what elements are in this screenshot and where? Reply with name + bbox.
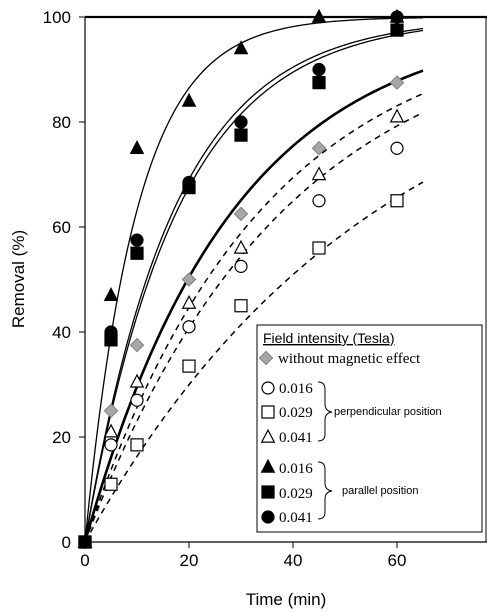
legend-title: Field intensity (Tesla) [263, 330, 395, 346]
legend-label-perp-0029: 0.029 [279, 405, 313, 421]
data-point-s2-6 [391, 195, 403, 207]
legend-label-perp-0041: 0.041 [279, 430, 313, 446]
legend: Field intensity (Tesla) without magnetic… [257, 325, 482, 532]
data-point-s1-3 [183, 321, 195, 333]
legend-marker-5 [262, 486, 274, 498]
data-point-s5-6 [391, 24, 403, 36]
x-tick-label: 20 [180, 551, 199, 570]
data-point-s4-4 [235, 42, 248, 54]
legend-label-par-0041: 0.041 [279, 510, 313, 526]
data-point-s1-1 [105, 439, 117, 451]
legend-label-perp-0016: 0.016 [279, 381, 313, 397]
data-point-s3-5 [313, 168, 326, 180]
data-point-s2-1 [105, 478, 117, 490]
perpendicular-group-label: perpendicular position [334, 406, 442, 418]
data-point-s3-3 [183, 296, 196, 308]
data-point-s4-1 [105, 288, 118, 300]
data-point-s1-2 [131, 394, 143, 406]
data-point-s6-1 [105, 326, 117, 338]
data-point-s4-2 [131, 141, 144, 153]
data-point-s6-3 [183, 176, 195, 188]
data-point-s2-2 [131, 439, 143, 451]
legend-label-without-magnetic: without magnetic effect [278, 351, 421, 367]
data-point-s0-1 [104, 404, 117, 417]
legend-marker-2 [262, 406, 274, 418]
y-axis-title: Removal (%) [9, 230, 28, 328]
data-point-s3-6 [391, 110, 404, 122]
data-point-s0-4 [234, 207, 247, 220]
data-point-s0-2 [130, 339, 143, 352]
data-point-s5-5 [313, 77, 325, 89]
y-tick-label: 20 [52, 428, 71, 447]
y-tick-label: 60 [52, 218, 71, 237]
y-tick-label: 40 [52, 323, 71, 342]
x-tick-label: 60 [388, 551, 407, 570]
legend-label-par-0016: 0.016 [279, 461, 313, 477]
legend-marker-1 [262, 382, 274, 394]
x-tick-label: 0 [80, 551, 89, 570]
data-point-s6-5 [313, 64, 325, 76]
data-point-s1-4 [235, 260, 247, 272]
data-point-s1-6 [391, 142, 403, 154]
y-tick-label: 100 [43, 8, 71, 27]
data-point-s1-5 [313, 195, 325, 207]
legend-marker-6 [262, 511, 274, 523]
data-point-s5-4 [235, 129, 247, 141]
data-point-s3-4 [235, 241, 248, 253]
y-tick-label: 0 [62, 533, 71, 552]
data-point-s5-2 [131, 247, 143, 259]
y-tick-label: 80 [52, 113, 71, 132]
data-point-s6-2 [131, 234, 143, 246]
x-axis-title: Time (min) [246, 590, 327, 609]
data-point-s2-3 [183, 360, 195, 372]
legend-label-par-0029: 0.029 [279, 486, 313, 502]
parallel-group-label: parallel position [342, 485, 418, 497]
x-tick-label: 40 [284, 551, 303, 570]
data-point-s6-4 [235, 116, 247, 128]
data-point-s2-4 [235, 300, 247, 312]
data-point-s2-5 [313, 242, 325, 254]
data-point-s4-3 [183, 94, 196, 106]
